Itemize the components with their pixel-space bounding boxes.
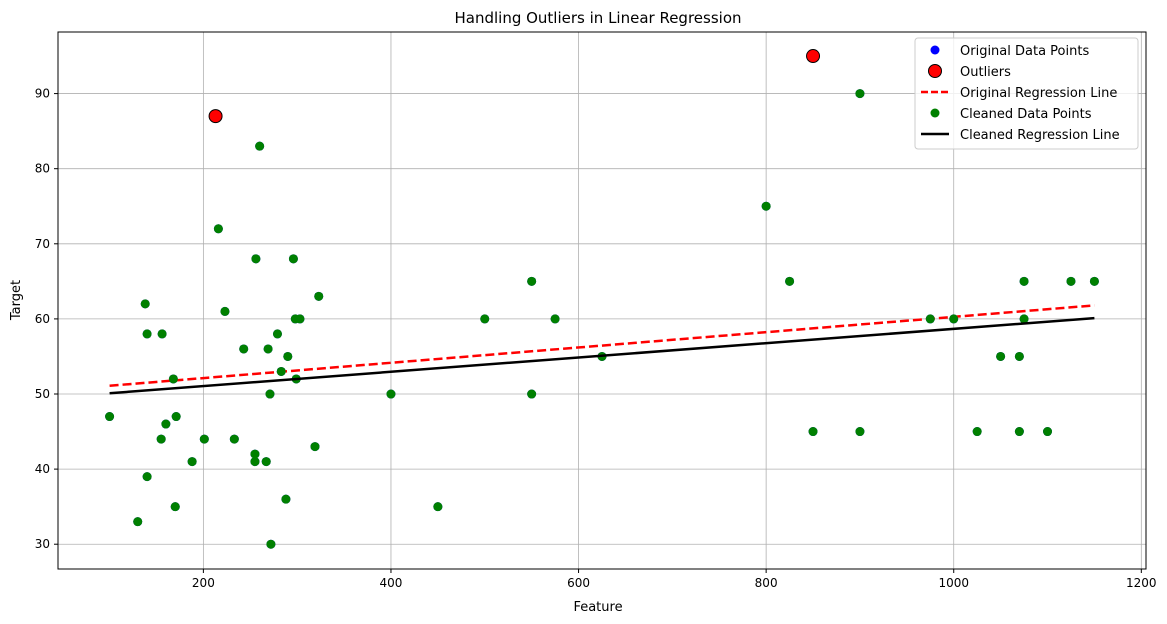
legend-label-original-regression-line: Original Regression Line: [960, 86, 1117, 101]
cleaned-data-point: [480, 314, 490, 324]
cleaned-data-point: [1089, 276, 1099, 286]
x-axis-label: Feature: [573, 600, 622, 615]
y-tick-label: 30: [35, 537, 50, 551]
cleaned-data-point: [161, 419, 171, 429]
cleaned-data-point: [199, 434, 209, 444]
cleaned-data-point: [808, 427, 818, 437]
legend: Original Data Points Outliers Original Reg…: [914, 37, 1139, 150]
legend-label-outliers: Outliers: [960, 65, 1011, 80]
cleaned-data-point: [250, 457, 260, 467]
outlier-point: [208, 109, 223, 124]
plot-area: [105, 49, 1099, 549]
cleaned-regression-line: [109, 316, 1095, 395]
cleaned-data-point: [170, 502, 180, 512]
cleaned-data-point: [949, 314, 959, 324]
chart-title: Handling Outliers in Linear Regression: [454, 9, 741, 27]
cleaned-data-point: [251, 254, 261, 264]
x-tick-label: 400: [380, 576, 403, 590]
cleaned-data-point: [171, 412, 181, 422]
cleaned-data-point: [187, 457, 197, 467]
cleaned-data-point: [168, 374, 178, 384]
legend-marker-cleaned-data-points: [930, 108, 940, 118]
y-tick-label: 70: [35, 237, 50, 251]
cleaned-data-point: [972, 427, 982, 437]
cleaned-data-point: [142, 472, 152, 482]
y-axis-label: Target: [9, 280, 24, 321]
cleaned-data-point: [255, 141, 265, 151]
y-tick-label: 90: [35, 87, 50, 101]
cleaned-data-point: [266, 539, 276, 549]
cleaned-data-point: [550, 314, 560, 324]
cleaned-data-point: [386, 389, 396, 399]
cleaned-data-point: [527, 389, 537, 399]
cleaned-data-point: [263, 344, 273, 354]
cleaned-data-point: [261, 457, 271, 467]
cleaned-data-point: [288, 254, 298, 264]
cleaned-data-point: [105, 412, 115, 422]
x-tick-label: 600: [567, 576, 590, 590]
cleaned-data-point: [281, 494, 291, 504]
cleaned-data-point: [1043, 427, 1053, 437]
cleaned-data-point: [250, 449, 260, 459]
cleaned-data-point: [283, 351, 293, 361]
x-tick-label: 1000: [938, 576, 969, 590]
cleaned-data-point: [1014, 351, 1024, 361]
cleaned-data-point: [276, 366, 286, 376]
axis-ticks: 200 400 600 800 1000 1200 30 40 50 60 70 80 90: [35, 87, 1157, 590]
x-tick-label: 200: [192, 576, 215, 590]
cleaned-data-point: [272, 329, 282, 339]
legend-marker-outliers: [928, 64, 942, 78]
legend-label-cleaned-data-points: Cleaned Data Points: [960, 107, 1092, 122]
outlier-point: [806, 49, 821, 64]
cleaned-data-point: [433, 502, 443, 512]
cleaned-data-point: [157, 329, 167, 339]
cleaned-data-point: [142, 329, 152, 339]
legend-box: [914, 37, 1139, 150]
cleaned-data-point: [213, 224, 223, 234]
x-tick-label: 1200: [1126, 576, 1157, 590]
cleaned-data-point: [996, 351, 1006, 361]
cleaned-data-point: [785, 276, 795, 286]
cleaned-data-point: [314, 291, 324, 301]
y-tick-label: 40: [35, 462, 50, 476]
cleaned-data-point: [527, 276, 537, 286]
original-regression-line: [109, 304, 1095, 387]
y-tick-label: 60: [35, 312, 50, 326]
cleaned-data-point: [925, 314, 935, 324]
cleaned-data-point: [310, 442, 320, 452]
y-tick-label: 80: [35, 162, 50, 176]
cleaned-data-point: [239, 344, 249, 354]
cleaned-data-point: [1019, 314, 1029, 324]
x-tick-label: 800: [755, 576, 778, 590]
cleaned-data-point: [1019, 276, 1029, 286]
cleaned-data-point: [1066, 276, 1076, 286]
legend-label-original-data-points: Original Data Points: [960, 44, 1089, 59]
cleaned-data-point: [133, 517, 143, 527]
legend-marker-original-data-points: [930, 45, 940, 55]
cleaned-data-point: [855, 89, 865, 99]
cleaned-data-point: [761, 201, 771, 211]
y-tick-label: 50: [35, 387, 50, 401]
plot-frame: [57, 31, 1147, 570]
cleaned-data-point: [295, 314, 305, 324]
cleaned-data-point: [265, 389, 275, 399]
cleaned-data-point: [855, 427, 865, 437]
cleaned-data-point: [220, 306, 230, 316]
legend-label-cleaned-regression-line: Cleaned Regression Line: [960, 128, 1120, 143]
cleaned-data-point: [1014, 427, 1024, 437]
cleaned-data-point: [140, 299, 150, 309]
cleaned-data-point: [156, 434, 166, 444]
cleaned-data-point: [229, 434, 239, 444]
